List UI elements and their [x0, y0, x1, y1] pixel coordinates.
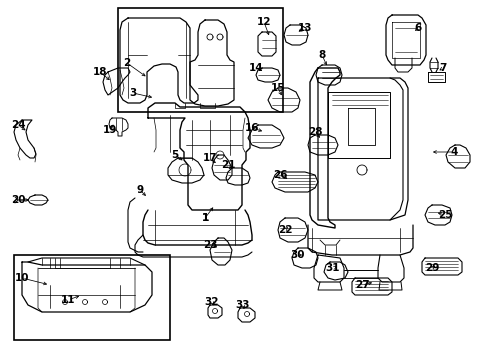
Text: 14: 14 [248, 63, 263, 73]
Text: 1: 1 [201, 213, 208, 223]
Text: 9: 9 [136, 185, 143, 195]
Bar [118, 8, 283, 112]
Text: 16: 16 [244, 123, 259, 133]
Text: 27: 27 [354, 280, 368, 290]
Text: 17: 17 [202, 153, 217, 163]
Text: 29: 29 [424, 263, 438, 273]
Text: 18: 18 [93, 67, 107, 77]
Text: 20: 20 [11, 195, 25, 205]
Text: 12: 12 [256, 17, 271, 27]
Text: 13: 13 [297, 23, 312, 33]
Text: 10: 10 [15, 273, 29, 283]
Text: 1: 1 [201, 213, 208, 223]
Text: 2: 2 [123, 58, 130, 68]
Bar [14, 255, 170, 340]
Text: 23: 23 [203, 240, 217, 250]
Text: 5: 5 [171, 150, 178, 160]
Text: 8: 8 [318, 50, 325, 60]
Text: 15: 15 [270, 83, 285, 93]
Text: 11: 11 [61, 295, 75, 305]
Text: 31: 31 [325, 263, 340, 273]
Text: 24: 24 [11, 120, 25, 130]
Text: 21: 21 [220, 160, 235, 170]
Text: 30: 30 [290, 250, 305, 260]
Text: 3: 3 [129, 88, 136, 98]
Text: 4: 4 [449, 147, 457, 157]
Text: 6: 6 [413, 23, 421, 33]
Text: 22: 22 [277, 225, 292, 235]
Text: 25: 25 [437, 210, 451, 220]
Text: 32: 32 [204, 297, 219, 307]
Text: 28: 28 [307, 127, 322, 137]
Text: 7: 7 [438, 63, 446, 73]
Text: 33: 33 [235, 300, 250, 310]
Text: 19: 19 [102, 125, 117, 135]
Text: 26: 26 [272, 170, 286, 180]
